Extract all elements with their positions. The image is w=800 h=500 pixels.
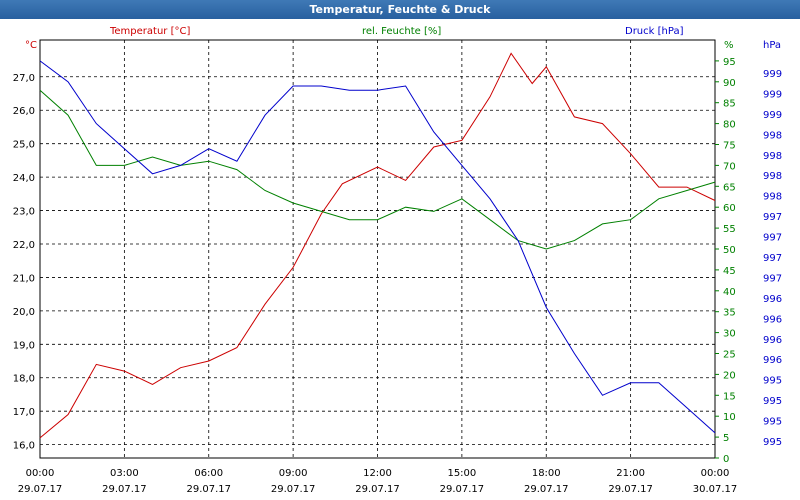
temperature-series-line [39, 52, 716, 439]
x-tick-time: 15:00 [447, 468, 476, 479]
x-tick-date: 29.07.17 [355, 484, 400, 495]
humidity-tick-label: 25 [723, 350, 736, 361]
pressure-tick-label: 998 [763, 151, 782, 162]
humidity-tick-label: 90 [723, 78, 736, 89]
humidity-tick-label: 50 [723, 245, 736, 256]
humidity-tick-label: 15 [723, 391, 736, 402]
temperature-tick-label: 27,0 [13, 73, 35, 84]
x-tick-time: 21:00 [616, 468, 645, 479]
humidity-tick-label: 10 [723, 412, 736, 423]
x-tick-time: 03:00 [110, 468, 139, 479]
temperature-tick-label: 20,0 [13, 307, 35, 318]
pressure-tick-label: 995 [763, 437, 782, 448]
temperature-tick-label: 26,0 [13, 106, 35, 117]
x-tick-time: 09:00 [279, 468, 308, 479]
x-tick-date: 29.07.17 [186, 484, 231, 495]
pressure-tick-label: 995 [763, 376, 782, 387]
pressure-unit-label: hPa [763, 40, 781, 51]
pressure-series-line [39, 60, 716, 434]
legend-temperature: Temperatur [°C] [109, 26, 190, 37]
temperature-tick-label: 17,0 [13, 407, 35, 418]
humidity-unit-label: % [724, 40, 734, 51]
pressure-tick-label: 999 [763, 89, 782, 100]
humidity-tick-label: 30 [723, 329, 736, 340]
pressure-tick-label: 995 [763, 417, 782, 428]
pressure-tick-label: 995 [763, 396, 782, 407]
pressure-tick-label: 997 [763, 212, 782, 223]
humidity-tick-label: 95 [723, 57, 736, 68]
pressure-tick-label: 999 [763, 110, 782, 121]
pressure-tick-label: 997 [763, 233, 782, 244]
humidity-tick-label: 65 [723, 182, 736, 193]
humidity-tick-label: 70 [723, 161, 736, 172]
temperature-tick-label: 22,0 [13, 240, 35, 251]
humidity-tick-label: 40 [723, 287, 736, 298]
temperature-tick-label: 16,0 [13, 441, 35, 452]
temperature-tick-label: 18,0 [13, 374, 35, 385]
x-tick-date: 29.07.17 [440, 484, 485, 495]
temperature-tick-label: 19,0 [13, 340, 35, 351]
temperature-tick-label: 21,0 [13, 273, 35, 284]
humidity-series-line [39, 89, 716, 250]
humidity-tick-label: 45 [723, 266, 736, 277]
x-tick-date: 29.07.17 [102, 484, 147, 495]
x-tick-time: 06:00 [194, 468, 223, 479]
humidity-tick-label: 5 [723, 433, 729, 444]
pressure-tick-label: 997 [763, 273, 782, 284]
legend-humidity: rel. Feuchte [%] [362, 26, 441, 37]
pressure-tick-label: 996 [763, 355, 782, 366]
x-tick-date: 30.07.17 [693, 484, 738, 495]
x-tick-time: 00:00 [26, 468, 55, 479]
temperature-tick-label: 24,0 [13, 173, 35, 184]
x-tick-date: 29.07.17 [524, 484, 569, 495]
x-tick-time: 12:00 [363, 468, 392, 479]
humidity-tick-label: 55 [723, 224, 736, 235]
pressure-tick-label: 998 [763, 171, 782, 182]
humidity-tick-label: 20 [723, 370, 736, 381]
x-tick-date: 29.07.17 [18, 484, 63, 495]
humidity-tick-label: 35 [723, 308, 736, 319]
window-title: Temperatur, Feuchte & Druck [0, 0, 800, 19]
legend-pressure: Druck [hPa] [625, 26, 684, 37]
pressure-tick-label: 996 [763, 335, 782, 346]
temperature-tick-label: 25,0 [13, 140, 35, 151]
humidity-tick-label: 0 [723, 454, 729, 465]
x-tick-time: 00:00 [701, 468, 730, 479]
x-tick-date: 29.07.17 [271, 484, 316, 495]
humidity-tick-label: 75 [723, 141, 736, 152]
humidity-tick-label: 80 [723, 120, 736, 131]
temperature-tick-label: 23,0 [13, 207, 35, 218]
pressure-tick-label: 997 [763, 253, 782, 264]
pressure-tick-label: 998 [763, 192, 782, 203]
x-tick-date: 29.07.17 [608, 484, 653, 495]
pressure-tick-label: 996 [763, 294, 782, 305]
pressure-tick-label: 996 [763, 314, 782, 325]
pressure-tick-label: 998 [763, 130, 782, 141]
pressure-tick-label: 999 [763, 69, 782, 80]
humidity-tick-label: 60 [723, 203, 736, 214]
temperature-unit-label: °C [25, 40, 37, 51]
x-tick-time: 18:00 [532, 468, 561, 479]
humidity-tick-label: 85 [723, 99, 736, 110]
